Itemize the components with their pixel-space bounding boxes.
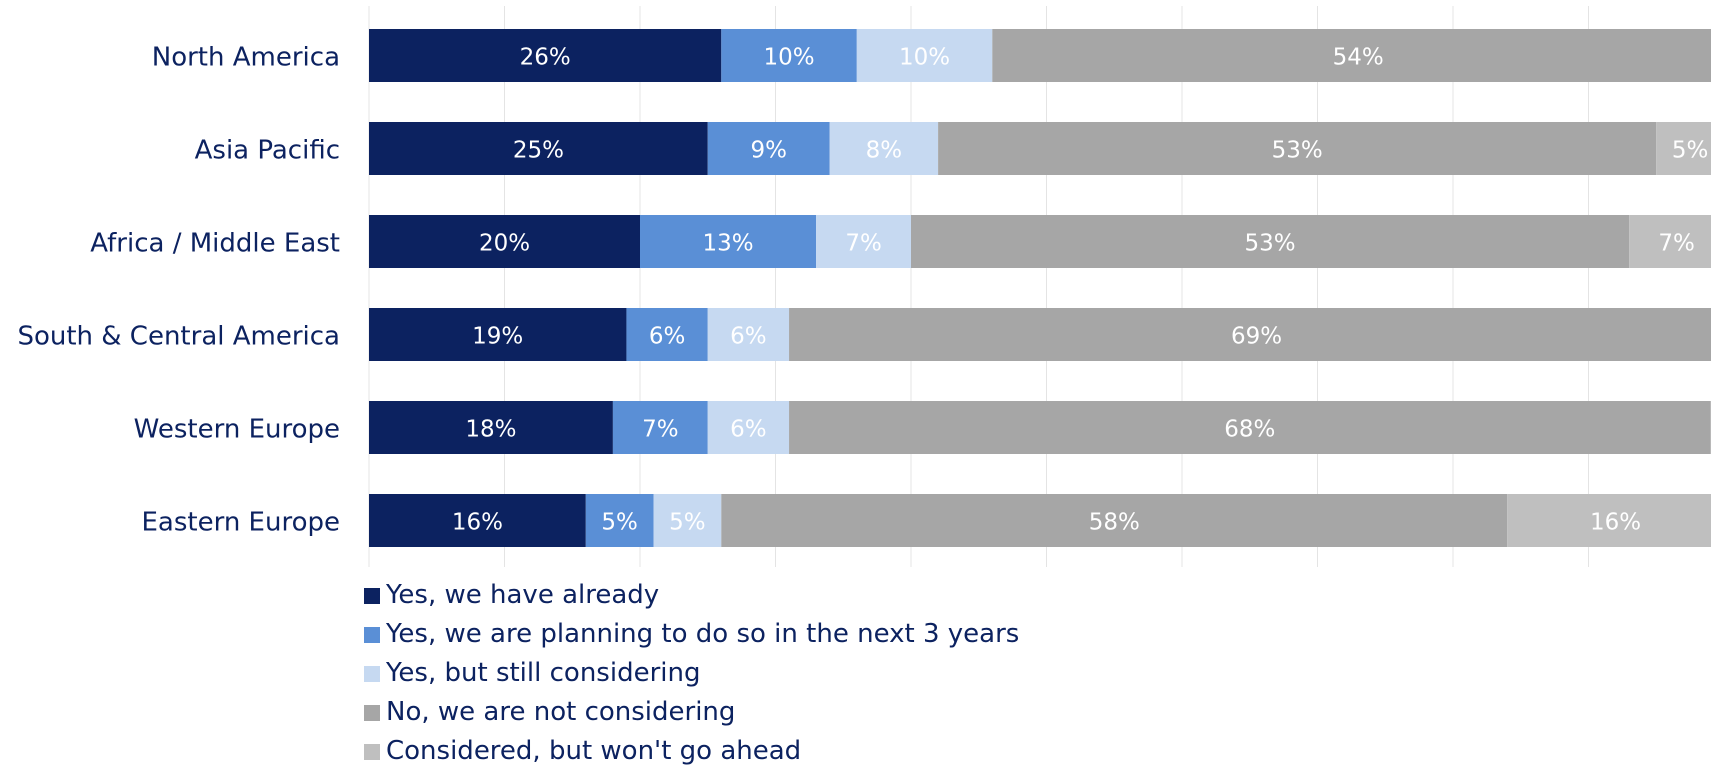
data-label-africa-middle-east-yes-but-still-considering: 7% [845, 231, 882, 257]
category-label-north-america: North America [152, 43, 340, 73]
category-axis-labels: North America Asia Pacific Africa / Middle… [17, 43, 340, 538]
bar-segment-asia-pacific-considered-but-won-t-go-ahead [1656, 122, 1711, 175]
bar-segment-asia-pacific-yes-we-have-already [369, 122, 708, 175]
bar-segment-western-europe-yes-we-have-already [369, 401, 613, 454]
data-label-western-europe-yes-we-are-planning-to-do-so-in-the-next-3-years: 7% [642, 417, 679, 443]
legend-label-considered-but-won-t-go-ahead: Considered, but won't go ahead [386, 736, 801, 766]
data-label-africa-middle-east-no-we-are-not-considering: 53% [1245, 231, 1296, 257]
bar-segment-africa-middle-east-yes-we-have-already [369, 215, 640, 268]
data-label-africa-middle-east-yes-we-are-planning-to-do-so-in-the-next-3-years: 13% [703, 231, 754, 257]
data-label-south-central-america-no-we-are-not-considering: 69% [1231, 324, 1282, 350]
data-label-north-america-yes-we-are-planning-to-do-so-in-the-next-3-years: 10% [763, 45, 814, 71]
bar-segment-south-central-america-yes-we-are-planning-to-do-so-in-the-next-3-years [626, 308, 708, 361]
bar-segment-western-europe-yes-we-are-planning-to-do-so-in-the-next-3-years [612, 401, 708, 454]
bar-segment-north-america-yes-we-are-planning-to-do-so-in-the-next-3-years [721, 29, 857, 82]
bar-segment-asia-pacific-yes-we-are-planning-to-do-so-in-the-next-3-years [707, 122, 830, 175]
bar-segment-africa-middle-east-no-we-are-not-considering [911, 215, 1630, 268]
data-label-asia-pacific-yes-but-still-considering: 8% [866, 138, 903, 164]
legend-swatch-considered-but-won-t-go-ahead [364, 744, 380, 760]
gridlines [368, 6, 1589, 567]
bar-segment-eastern-europe-no-we-are-not-considering [721, 494, 1508, 547]
category-label-western-europe: Western Europe [134, 415, 340, 445]
bar-segment-south-central-america-yes-we-have-already [369, 308, 627, 361]
bar-segment-eastern-europe-yes-we-are-planning-to-do-so-in-the-next-3-years [585, 494, 654, 547]
bar-segment-south-central-america-no-we-are-not-considering [789, 308, 1711, 361]
data-label-south-central-america-yes-but-still-considering: 6% [730, 324, 767, 350]
bar-segment-north-america-yes-we-have-already [369, 29, 722, 82]
data-label-western-europe-yes-we-have-already: 18% [465, 417, 516, 443]
data-label-eastern-europe-no-we-are-not-considering: 58% [1089, 510, 1140, 536]
data-label-eastern-europe-yes-but-still-considering: 5% [669, 510, 706, 536]
bar-segment-africa-middle-east-yes-we-are-planning-to-do-so-in-the-next-3-years [640, 215, 817, 268]
bar-segment-eastern-europe-yes-but-still-considering [653, 494, 722, 547]
legend-label-no-we-are-not-considering: No, we are not considering [386, 697, 735, 727]
legend-swatch-no-we-are-not-considering [364, 705, 380, 721]
legend-label-yes-but-still-considering: Yes, but still considering [385, 658, 700, 688]
category-label-asia-pacific: Asia Pacific [195, 136, 340, 166]
data-label-eastern-europe-yes-we-are-planning-to-do-so-in-the-next-3-years: 5% [601, 510, 638, 536]
data-label-africa-middle-east-considered-but-won-t-go-ahead: 7% [1658, 231, 1695, 257]
bar-segment-western-europe-no-we-are-not-considering [789, 401, 1711, 454]
legend-swatch-yes-we-are-planning-to-do-so-in-the-next-3-years [364, 627, 380, 643]
data-label-western-europe-no-we-are-not-considering: 68% [1224, 417, 1275, 443]
bars [369, 29, 1711, 547]
bar-segment-north-america-no-we-are-not-considering [992, 29, 1711, 82]
legend-label-yes-we-have-already: Yes, we have already [385, 580, 659, 610]
data-label-eastern-europe-considered-but-won-t-go-ahead: 16% [1590, 510, 1641, 536]
bar-segment-eastern-europe-considered-but-won-t-go-ahead [1507, 494, 1711, 547]
data-label-western-europe-yes-but-still-considering: 6% [730, 417, 767, 443]
bar-segment-africa-middle-east-yes-but-still-considering [816, 215, 911, 268]
category-label-africa-middle-east: Africa / Middle East [90, 229, 340, 259]
bar-segment-western-europe-yes-but-still-considering [707, 401, 790, 454]
data-label-asia-pacific-yes-we-are-planning-to-do-so-in-the-next-3-years: 9% [750, 138, 787, 164]
bar-segment-asia-pacific-yes-but-still-considering [829, 122, 939, 175]
data-label-asia-pacific-yes-we-have-already: 25% [513, 138, 564, 164]
bar-segment-north-america-yes-but-still-considering [856, 29, 993, 82]
category-label-south-central-america: South & Central America [17, 322, 340, 352]
data-label-eastern-europe-yes-we-have-already: 16% [452, 510, 503, 536]
legend-swatch-yes-we-have-already [364, 588, 380, 604]
legend-label-yes-we-are-planning-to-do-so-in-the-next-3-years: Yes, we are planning to do so in the nex… [385, 619, 1019, 649]
data-label-asia-pacific-no-we-are-not-considering: 53% [1272, 138, 1323, 164]
data-label-north-america-yes-we-have-already: 26% [520, 45, 571, 71]
data-label-north-america-yes-but-still-considering: 10% [899, 45, 950, 71]
bar-segment-south-central-america-yes-but-still-considering [707, 308, 790, 361]
bar-segment-eastern-europe-yes-we-have-already [369, 494, 586, 547]
category-label-eastern-europe: Eastern Europe [141, 508, 340, 538]
legend-swatch-yes-but-still-considering [364, 666, 380, 682]
data-label-south-central-america-yes-we-are-planning-to-do-so-in-the-next-3-years: 6% [649, 324, 686, 350]
legend: Yes, we have already Yes, we are planning… [364, 580, 1019, 766]
bar-segment-asia-pacific-no-we-are-not-considering [938, 122, 1657, 175]
bar-segment-africa-middle-east-considered-but-won-t-go-ahead [1629, 215, 1711, 268]
data-label-north-america-no-we-are-not-considering: 54% [1333, 45, 1384, 71]
data-label-south-central-america-yes-we-have-already: 19% [472, 324, 523, 350]
data-label-asia-pacific-considered-but-won-t-go-ahead: 5% [1672, 138, 1709, 164]
data-label-africa-middle-east-yes-we-have-already: 20% [479, 231, 530, 257]
data-labels: 26% 10% 10% 54% 25% 9% 8% 53% 5% 20% 13% 7% 53% 7% 19%… [452, 45, 1709, 536]
